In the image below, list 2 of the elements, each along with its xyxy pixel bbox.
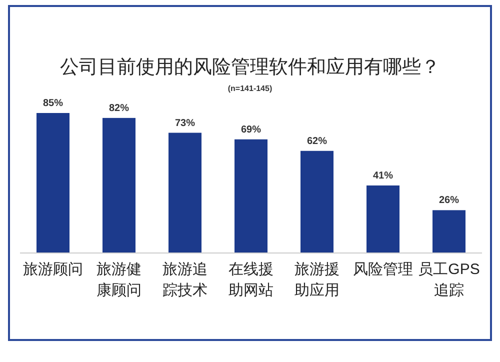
- title: 公司目前使用的风险管理软件和应用有哪些？: [60, 57, 440, 78]
- subtitle: (n=141-145): [228, 84, 272, 93]
